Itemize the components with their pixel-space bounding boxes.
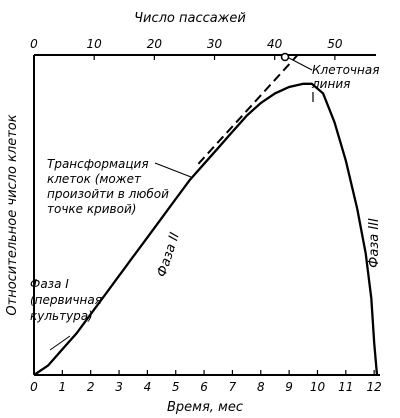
bottom-axis-ticks: 0 1 2 3 4 5 6 7 8 9 10 11 12: [30, 370, 382, 394]
transformation-annotation-line: произойти в любой: [47, 187, 169, 201]
growth-curve: [33, 82, 379, 376]
transformation-annotation-line: клеток (может: [47, 172, 142, 186]
phase2-label: Фаза II: [154, 231, 182, 279]
cell_line-annotation-line: линия: [311, 77, 350, 91]
cell-line-leader: [288, 57, 313, 71]
x-tick-label: 2: [87, 380, 95, 394]
top-axis-ticks: 0 10 20 30 40 50: [30, 37, 343, 60]
x-tick-label: 8: [257, 380, 265, 394]
x-tick-label: 6: [200, 380, 208, 394]
top-axis-title: Число пассажей: [134, 11, 246, 26]
top-tick-label: 0: [30, 37, 38, 51]
cell-line-annotation: Клеточная линия: [311, 63, 379, 91]
top-tick-label: 50: [327, 37, 343, 51]
phase1-annotation-line: Фаза I: [30, 277, 69, 291]
x-tick-label: 5: [172, 380, 180, 394]
cell_line-annotation-line: Клеточная: [312, 63, 379, 77]
x-tick-label: 9: [285, 380, 293, 394]
top-tick-label: 30: [207, 37, 223, 51]
phase1-annotation-line: культура): [30, 309, 93, 323]
phase1-annotation-line: (первичная: [30, 293, 102, 307]
top-tick-label: 40: [267, 37, 283, 51]
transformation-annotation: Трансформация клеток (может произойти в лю…: [47, 157, 169, 216]
x-tick-label: 12: [367, 380, 382, 394]
x-tick-label: 1: [59, 380, 67, 394]
x-tick-label: 4: [144, 380, 152, 394]
transformation-leader: [154, 162, 192, 178]
x-tick-label: 7: [229, 380, 237, 394]
x-tick-label: 11: [338, 380, 353, 394]
x-tick-label: 0: [30, 380, 38, 394]
x-tick-label: 10: [310, 380, 326, 394]
transformation-annotation-line: точке кривой): [47, 202, 136, 216]
y-axis-title: Относительное число клеток: [5, 114, 20, 315]
cell-line-extrapolation: [197, 54, 299, 165]
phase1-leader: [49, 335, 71, 351]
cell-line-endpoint: [280, 52, 290, 62]
phase3-label: Фаза III: [367, 218, 382, 268]
top-tick-label: 20: [147, 37, 163, 51]
transformation-annotation-line: Трансформация: [47, 157, 149, 171]
top-tick-label: 10: [87, 37, 103, 51]
x-axis-title: Время, мес: [167, 400, 243, 415]
phase1-annotation: Фаза I (первичная культура): [30, 277, 102, 323]
x-tick-label: 3: [115, 380, 123, 394]
